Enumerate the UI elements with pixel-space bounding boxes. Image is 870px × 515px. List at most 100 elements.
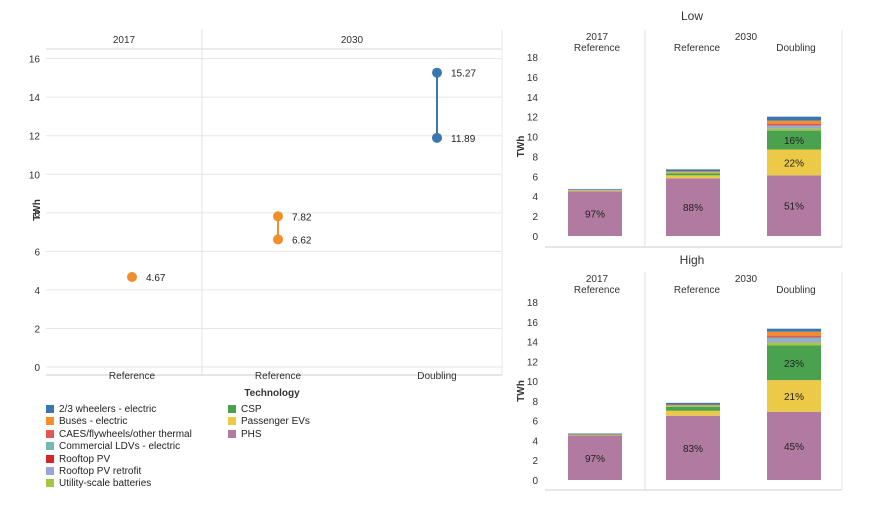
data-point (273, 234, 283, 245)
x-category-label: Reference (109, 371, 156, 382)
bar-segment (666, 404, 720, 406)
bar-segment (767, 337, 821, 340)
panel-label-2017: 2017 (113, 35, 136, 46)
bar-segment (767, 175, 821, 236)
y-tick-label: 16 (527, 73, 539, 84)
legend-swatch (228, 417, 236, 426)
legend-label: Rooftop PV (59, 453, 111, 465)
legend-item: PHS (228, 429, 262, 441)
bar-percent-label: 88% (683, 203, 703, 214)
bar-segment (666, 405, 720, 407)
y-tick-label: 2 (532, 212, 538, 223)
legend-item: Rooftop PV retrofit (46, 466, 141, 478)
legend-item: Buses - electric (46, 416, 127, 428)
bar-segment (767, 328, 821, 332)
bar-segment (767, 342, 821, 346)
legend-label: Commercial LDVs - electric (59, 441, 181, 453)
chart-title: High (680, 253, 705, 267)
bar-segment (568, 434, 622, 436)
bar-segment (767, 339, 821, 343)
y-tick-label: 2 (34, 324, 40, 335)
data-label: 11.89 (451, 134, 476, 145)
legend-swatch (46, 454, 54, 463)
y-tick-label: 14 (29, 93, 41, 104)
category-label: Doubling (776, 285, 815, 296)
bar-segment (666, 410, 720, 416)
data-point (432, 132, 442, 143)
bar-segment (568, 191, 622, 236)
data-point (432, 67, 442, 78)
bar-segment (666, 402, 720, 405)
legend-item: CAES/flywheels/other thermal (46, 429, 192, 441)
bar-segment (767, 126, 821, 129)
bar-segment (767, 335, 821, 338)
y-tick-label: 6 (532, 172, 538, 183)
legend-swatch (46, 417, 54, 426)
legend-swatch (228, 429, 236, 438)
y-tick-label: 4 (532, 192, 538, 203)
y-tick-label: 12 (29, 132, 41, 143)
bar-segment (666, 171, 720, 173)
x-category-label: Reference (255, 371, 302, 382)
stacked-chart-high: High 2017 2030 Reference Reference Doubling 0 2… (516, 253, 843, 491)
data-point (127, 271, 137, 282)
data-label: 15.27 (451, 69, 476, 80)
panel-label-2017: 2017 (586, 32, 609, 43)
y-tick-label: 18 (527, 298, 539, 309)
category-label: Reference (674, 285, 721, 296)
bar-segment (767, 149, 821, 176)
bar-segment (767, 380, 821, 412)
y-tick-label: 16 (527, 318, 539, 329)
bar-percent-label: 97% (585, 454, 605, 465)
bar-segment (666, 169, 720, 172)
legend-label: CSP (241, 404, 262, 415)
bar-segment (568, 433, 622, 435)
bar-percent-label: 16% (784, 136, 804, 147)
x-axis-title: Technology (244, 388, 300, 399)
legend-label: Buses - electric (59, 416, 128, 428)
legend-item: Utility-scale batteries (46, 478, 151, 490)
legend-swatch (228, 405, 236, 413)
category-label: Reference (574, 43, 621, 54)
stacked-chart-low: Low 2017 2030 Reference Reference Doubling 0 2 4… (516, 9, 843, 248)
bar-percent-label: 45% (784, 442, 804, 453)
y-axis-title: TWh (32, 199, 43, 221)
bar-segment (666, 175, 720, 179)
legend-label: Rooftop PV retrofit (59, 466, 142, 477)
bar-segment (767, 411, 821, 480)
panel-label-2030: 2030 (341, 35, 364, 46)
bar-segment (666, 178, 720, 236)
bar-segment (767, 128, 821, 131)
data-label: 6.62 (292, 235, 312, 246)
legend-item: 2/3 wheelers - electric (46, 404, 156, 416)
legend-label: CAES/flywheels/other thermal (59, 428, 192, 440)
bar-percent-label: 51% (784, 202, 804, 213)
y-axis-title: TWh (516, 136, 527, 158)
y-tick-label: 18 (527, 53, 539, 64)
panel-label-2030: 2030 (735, 274, 758, 285)
category-label: Reference (574, 285, 621, 296)
bar-segment (568, 189, 622, 191)
bar-segment (568, 190, 622, 192)
bar-percent-label: 97% (585, 210, 605, 221)
y-tick-label: 6 (34, 247, 40, 258)
data-label: 4.67 (146, 273, 166, 284)
legend-label: 2/3 wheelers - electric (59, 404, 157, 415)
bar-percent-label: 22% (784, 158, 804, 169)
y-tick-label: 6 (532, 417, 538, 428)
chart-title: Low (681, 9, 703, 23)
category-label: Doubling (776, 43, 815, 54)
y-tick-label: 8 (532, 397, 538, 408)
panel-label-2030: 2030 (735, 32, 758, 43)
legend-item: Commercial LDVs - electric (46, 441, 180, 453)
bar-segment (767, 123, 821, 126)
x-category-label: Doubling (417, 371, 456, 382)
bar-segment (666, 406, 720, 411)
y-tick-label: 14 (527, 93, 539, 104)
y-tick-label: 14 (527, 338, 539, 349)
y-tick-label: 12 (527, 113, 539, 124)
bar-segment (666, 172, 720, 174)
data-label: 7.82 (292, 212, 312, 223)
